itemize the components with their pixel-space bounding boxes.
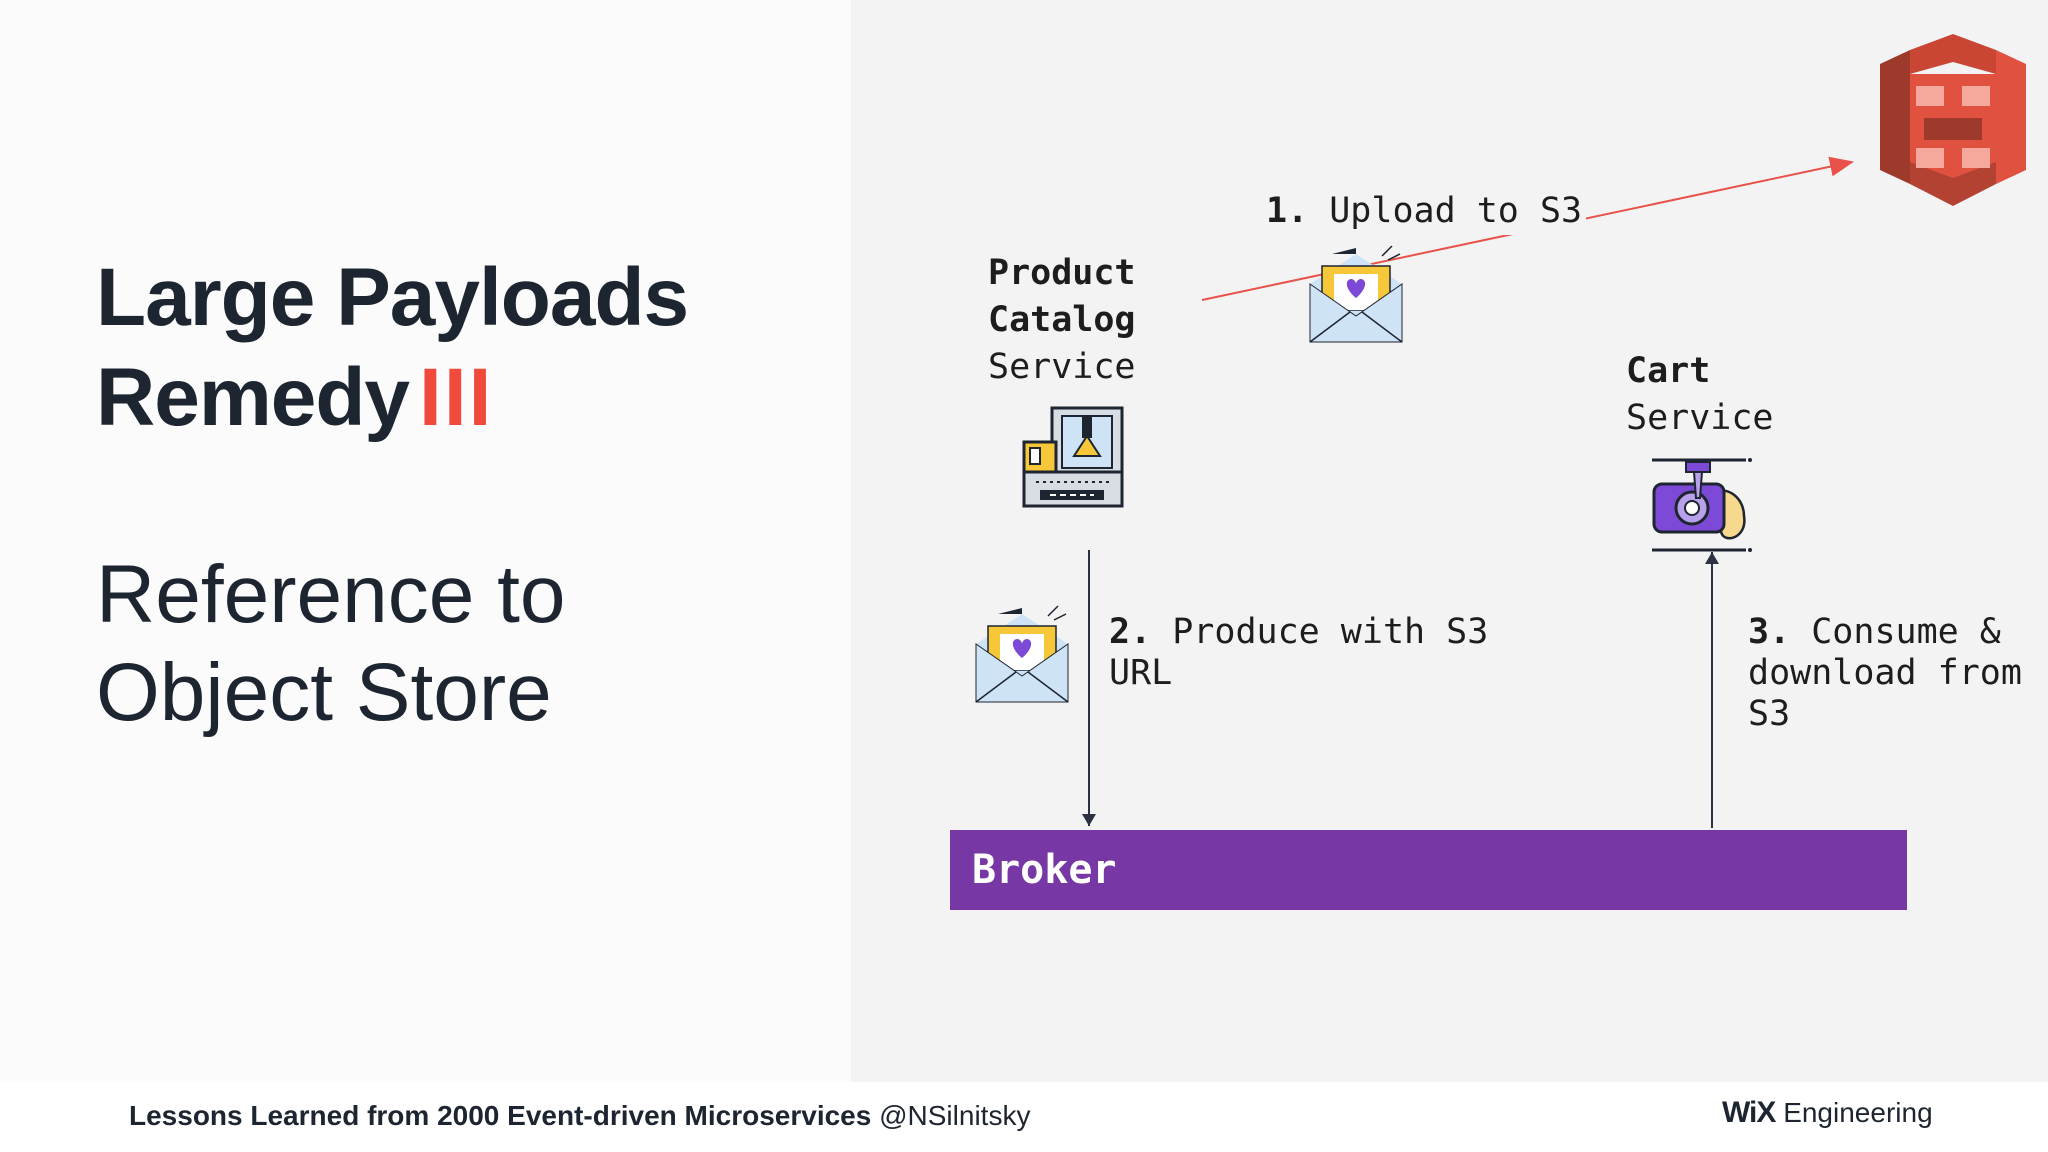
cart-machine-icon xyxy=(1652,458,1752,552)
broker-bar: Broker xyxy=(950,830,1907,910)
product-catalog-label: Product Catalog Service xyxy=(988,253,1136,387)
brand-logo: WiX Engineering xyxy=(1722,1096,1933,1130)
factory-machine-icon xyxy=(1022,406,1124,508)
broker-label: Broker xyxy=(972,847,1117,893)
step2-label: 2. Produce with S3 URL xyxy=(1109,612,1489,693)
wix-logo: WiX xyxy=(1722,1096,1776,1129)
roman-numeral: III xyxy=(419,352,494,443)
brand-suffix: Engineering xyxy=(1783,1097,1933,1128)
talk-title: Lessons Learned from 2000 Event-driven M… xyxy=(129,1100,872,1131)
left-panel xyxy=(0,0,851,1082)
twitter-handle: @NSilnitsky xyxy=(879,1100,1031,1131)
footer-talk: Lessons Learned from 2000 Event-driven M… xyxy=(129,1100,1030,1132)
title-line-2: Remedy III xyxy=(96,352,494,443)
slide-subtitle: Reference to Object Store xyxy=(96,546,566,742)
subtitle-line-1: Reference to xyxy=(96,549,566,640)
slide-title: Large Payloads Remedy III xyxy=(96,248,689,448)
s3-bucket-icon xyxy=(1880,34,2026,206)
envelope-heart-icon xyxy=(975,605,1069,703)
step1-label: 1. Upload to S3 xyxy=(1262,188,1587,235)
step3-label: 3. Consume & download from S3 xyxy=(1748,612,2022,734)
cart-service-label: Cart Service xyxy=(1626,351,1774,438)
envelope-heart-icon xyxy=(1309,245,1403,343)
title-line-1: Large Payloads xyxy=(96,252,689,343)
subtitle-line-2: Object Store xyxy=(96,647,552,738)
